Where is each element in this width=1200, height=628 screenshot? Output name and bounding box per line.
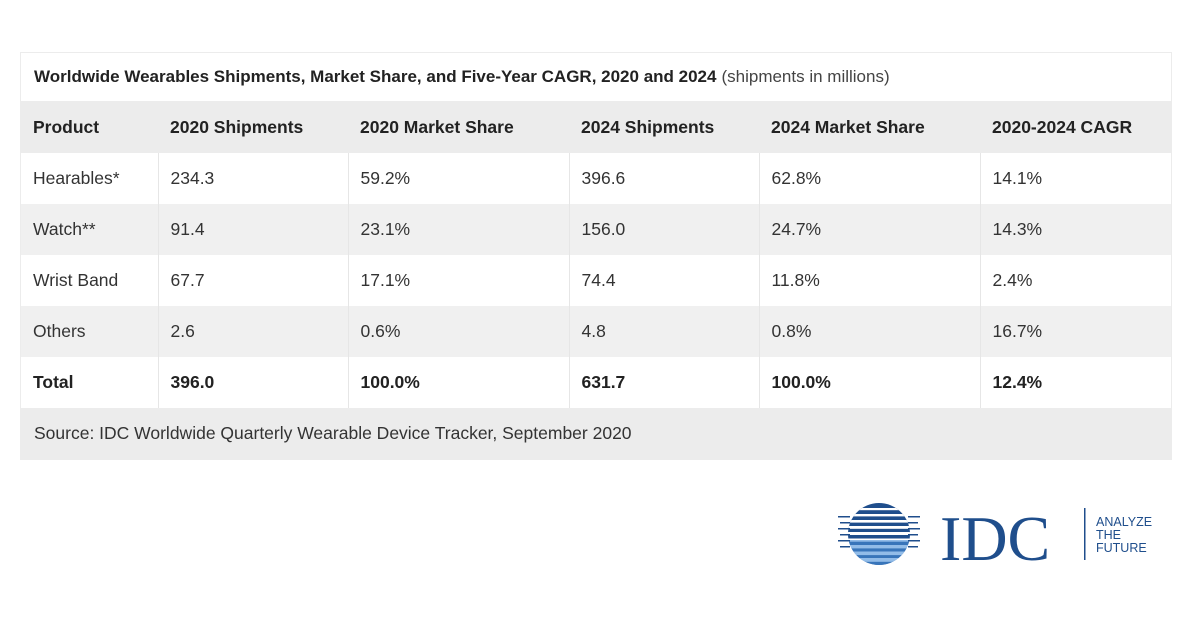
table-cell: 396.0 (158, 357, 349, 408)
wearables-table: Product 2020 Shipments 2020 Market Share… (21, 102, 1171, 408)
table-cell: 2.4% (980, 255, 1171, 306)
table-cell: 59.2% (348, 153, 570, 204)
table-row: Watch** 91.4 23.1% 156.0 24.7% 14.3% (21, 204, 1171, 255)
table-cell: 234.3 (158, 153, 349, 204)
tagline-line-2: THE (1096, 528, 1121, 542)
table-cell: 14.3% (980, 204, 1171, 255)
logo-divider (1084, 508, 1086, 560)
tagline-line-3: FUTURE (1096, 541, 1147, 555)
table-cell: 16.7% (980, 306, 1171, 357)
table-cell: 0.8% (759, 306, 981, 357)
table-cell: 12.4% (980, 357, 1171, 408)
table-cell: 631.7 (569, 357, 760, 408)
table-cell: 0.6% (348, 306, 570, 357)
wearables-table-panel: Worldwide Wearables Shipments, Market Sh… (20, 52, 1172, 460)
table-cell: Hearables* (21, 153, 159, 204)
table-title-units: (shipments in millions) (721, 67, 890, 86)
column-header: 2024 Shipments (569, 102, 759, 153)
table-cell: Total (21, 357, 159, 408)
table-cell: 91.4 (158, 204, 349, 255)
table-cell: 100.0% (759, 357, 981, 408)
table-cell: 74.4 (569, 255, 760, 306)
table-cell: 67.7 (158, 255, 349, 306)
column-header: 2024 Market Share (759, 102, 980, 153)
idc-logo: IDC ANALYZE THE FUTURE (838, 500, 1168, 570)
table-total-row: Total 396.0 100.0% 631.7 100.0% 12.4% (21, 357, 1171, 408)
table-cell: 11.8% (759, 255, 981, 306)
table-cell: Others (21, 306, 159, 357)
table-cell: 17.1% (348, 255, 570, 306)
table-cell: Watch** (21, 204, 159, 255)
column-header: 2020-2024 CAGR (980, 102, 1171, 153)
table-cell: 62.8% (759, 153, 981, 204)
table-title-main: Worldwide Wearables Shipments, Market Sh… (34, 67, 717, 86)
column-header: Product (21, 102, 158, 153)
table-row: Others 2.6 0.6% 4.8 0.8% 16.7% (21, 306, 1171, 357)
column-header: 2020 Market Share (348, 102, 569, 153)
table-title: Worldwide Wearables Shipments, Market Sh… (21, 53, 1171, 102)
globe-icon (838, 503, 920, 565)
idc-wordmark: IDC (940, 503, 1050, 570)
idc-logo-graphic: IDC ANALYZE THE FUTURE (838, 503, 1152, 570)
table-cell: 2.6 (158, 306, 349, 357)
table-cell: 23.1% (348, 204, 570, 255)
column-header: 2020 Shipments (158, 102, 348, 153)
table-source-note: Source: IDC Worldwide Quarterly Wearable… (21, 408, 1171, 459)
table-row: Hearables* 234.3 59.2% 396.6 62.8% 14.1% (21, 153, 1171, 204)
tagline-line-1: ANALYZE (1096, 515, 1152, 529)
table-cell: 156.0 (569, 204, 760, 255)
table-row: Wrist Band 67.7 17.1% 74.4 11.8% 2.4% (21, 255, 1171, 306)
table-cell: 4.8 (569, 306, 760, 357)
table-cell: 100.0% (348, 357, 570, 408)
table-header-row: Product 2020 Shipments 2020 Market Share… (21, 102, 1171, 153)
table-cell: 396.6 (569, 153, 760, 204)
table-cell: 14.1% (980, 153, 1171, 204)
table-cell: 24.7% (759, 204, 981, 255)
table-cell: Wrist Band (21, 255, 159, 306)
